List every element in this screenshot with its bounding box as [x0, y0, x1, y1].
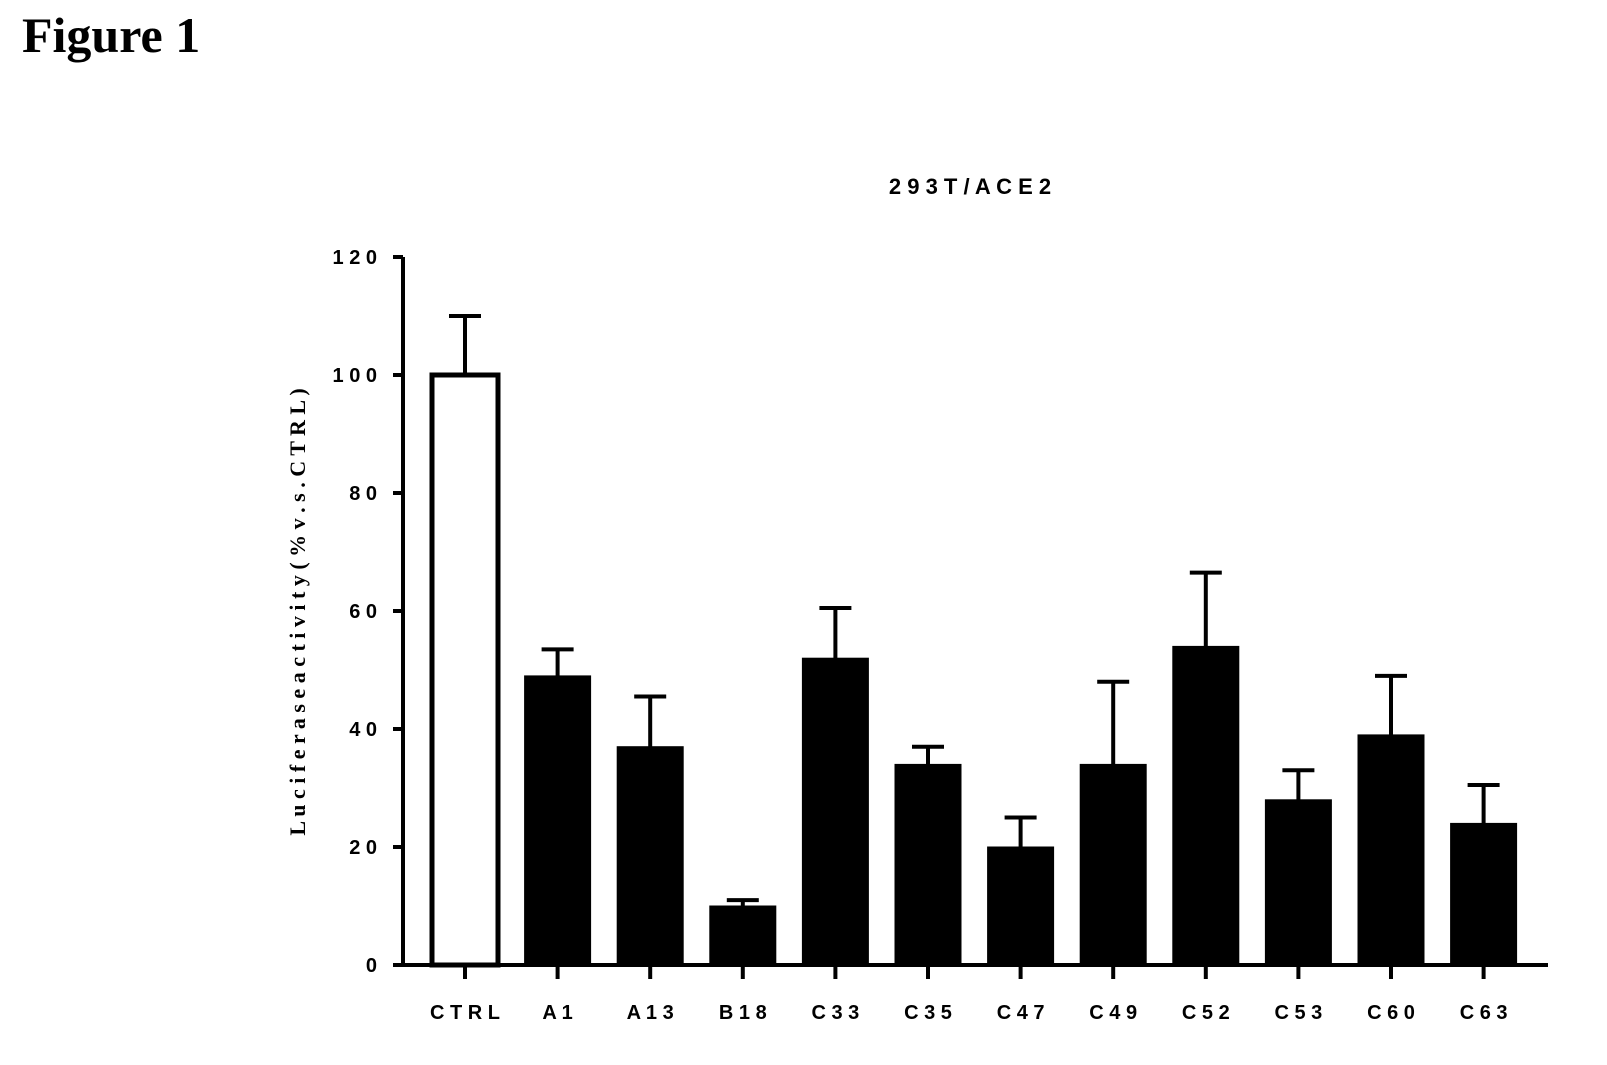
y-tick-label: 0	[366, 955, 377, 977]
bar	[801, 657, 869, 966]
x-tick-label: C 6 3	[1460, 1002, 1508, 1024]
chart-title: 2 9 3 T / A C E 2	[889, 174, 1051, 199]
bar	[429, 372, 501, 968]
bar	[616, 746, 684, 966]
x-tick-label: A 1	[542, 1002, 572, 1024]
figure-label: Figure 1	[22, 7, 201, 63]
y-ticks: 0 2 0 4 0 6 0 8 0 1 0 0 1 2 0	[333, 247, 403, 977]
x-tick-label: A 1 3	[627, 1002, 674, 1024]
y-tick-label: 4 0	[349, 719, 377, 741]
bar	[894, 763, 962, 966]
bar	[1172, 645, 1240, 966]
x-tick-label: C 6 0	[1367, 1002, 1415, 1024]
x-tick-label: C T R L	[430, 1002, 500, 1024]
error-bars	[449, 314, 1500, 906]
bar	[1079, 763, 1147, 966]
x-tick-label: C 5 2	[1182, 1002, 1230, 1024]
bar	[987, 846, 1055, 966]
bar	[709, 905, 777, 966]
y-tick-label: 2 0	[349, 837, 377, 859]
y-axis-label: L u c i f e r a s e a c t i v i t y ( % …	[285, 388, 310, 835]
bar	[524, 675, 592, 966]
bars	[429, 372, 1518, 968]
bar	[1450, 822, 1518, 966]
x-tick-label: B 1 8	[719, 1002, 767, 1024]
y-tick-label: 8 0	[349, 483, 377, 505]
y-tick-label: 1 2 0	[333, 247, 377, 269]
x-tick-label: C 3 3	[811, 1002, 859, 1024]
y-tick-label: 6 0	[349, 601, 377, 623]
x-tick-label: C 4 9	[1089, 1002, 1137, 1024]
bar	[1357, 734, 1425, 966]
y-tick-label: 1 0 0	[333, 365, 377, 387]
bar	[1264, 799, 1332, 966]
x-tick-label: C 4 7	[997, 1002, 1045, 1024]
x-ticks: C T R L A 1 A 1 3 B 1 8 C 3 3 C 3 5 C 4 7 C 4 9…	[430, 965, 1508, 1024]
x-tick-label: C 5 3	[1274, 1002, 1322, 1024]
x-tick-label: C 3 5	[904, 1002, 952, 1024]
